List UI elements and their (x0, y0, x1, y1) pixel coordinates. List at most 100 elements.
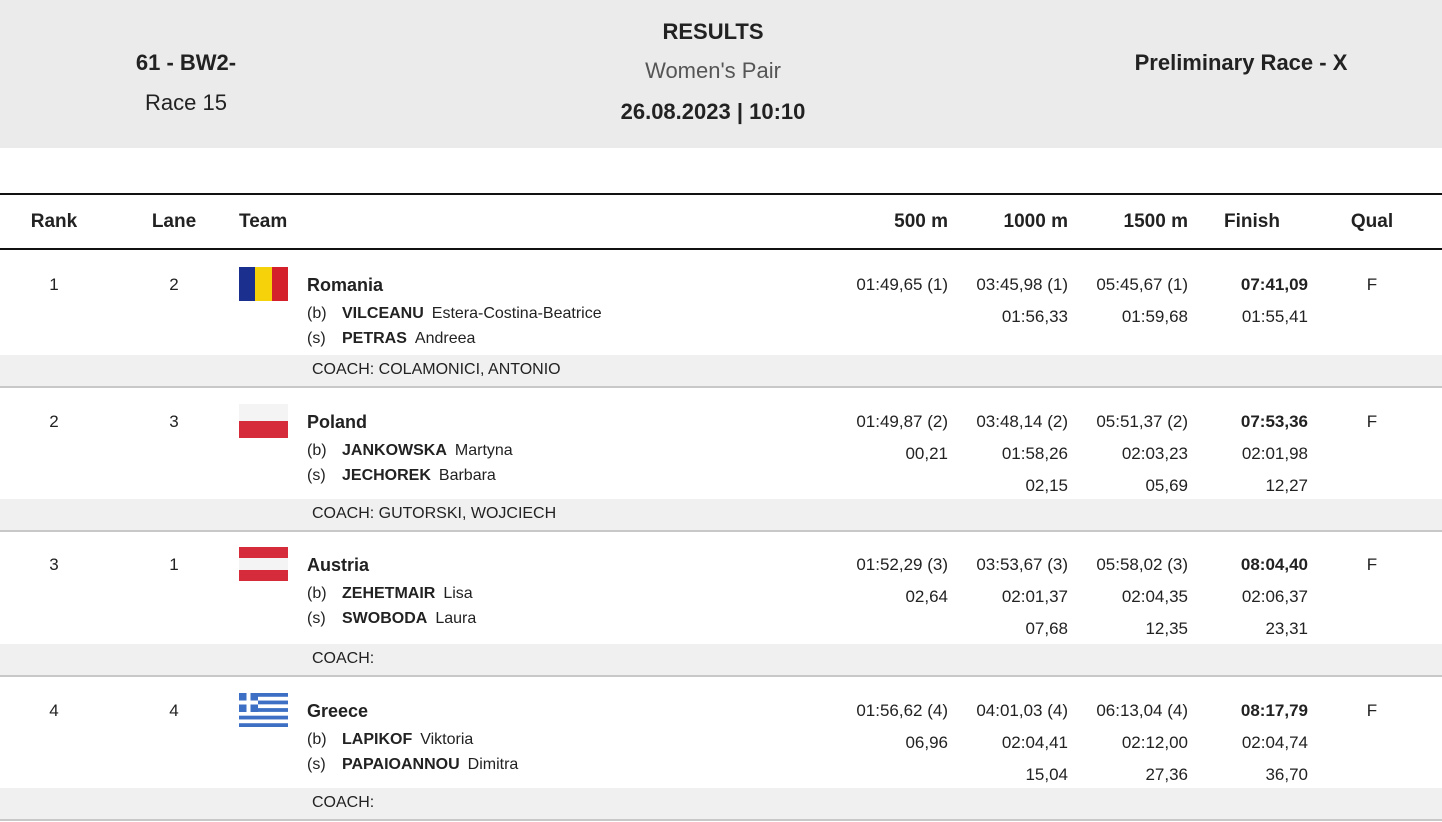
given-name: Dimitra (467, 756, 519, 773)
seat: (b) (307, 305, 327, 322)
column-header: Rank (30, 211, 78, 232)
time: 02:04,74 (1241, 733, 1308, 752)
coach-band: COACH: COLAMONICI, ANTONIO (0, 355, 1442, 388)
surname: ZEHETMAIR (342, 585, 436, 602)
time: 02,15 (1025, 476, 1068, 495)
given-name: Viktoria (420, 731, 474, 748)
time: 06:13,04 (4) (1096, 701, 1188, 720)
column-header: Finish (1224, 211, 1280, 232)
time: 03:45,98 (1) (976, 275, 1068, 294)
flag (239, 404, 288, 438)
coach-band: COACH: (0, 644, 1442, 677)
column-header: Lane (151, 211, 197, 232)
given-name: Laura (435, 610, 477, 627)
surname: LAPIKOF (342, 731, 413, 748)
subtitle: Women's Pair (645, 58, 781, 83)
qual: F (1366, 412, 1378, 431)
time: 08:17,79 (1240, 701, 1308, 720)
time: 27,36 (1145, 765, 1188, 784)
surname: JECHOREK (342, 467, 431, 484)
time: 01:49,65 (1) (856, 275, 948, 294)
time: 05:51,37 (2) (1096, 412, 1188, 431)
given-name: Lisa (443, 585, 473, 602)
time: 02:01,37 (1001, 587, 1068, 606)
time: 02:12,00 (1121, 733, 1188, 752)
given-name: Martyna (454, 442, 513, 459)
time: 02:01,98 (1241, 444, 1308, 463)
column-header: 1500 m (1123, 211, 1188, 232)
time: 02:03,23 (1121, 444, 1188, 463)
time: 02:04,35 (1121, 587, 1188, 606)
seat: (b) (307, 731, 327, 748)
time: 06,96 (905, 733, 948, 752)
surname: PETRAS (342, 330, 407, 347)
phase: Preliminary Race - X (1134, 50, 1348, 75)
time: 00,21 (905, 444, 948, 463)
team-name: Poland (307, 412, 368, 432)
time: 01:56,62 (4) (856, 701, 948, 720)
seat: (s) (307, 467, 326, 484)
coach: COACH: (312, 794, 375, 811)
time: 12,27 (1265, 476, 1308, 495)
coach: COACH: (312, 650, 375, 667)
time: 01:56,33 (1001, 307, 1068, 326)
time: 03:48,14 (2) (976, 412, 1068, 431)
time: 12,35 (1145, 619, 1188, 638)
lane: 1 (169, 555, 179, 574)
time: 01:55,41 (1241, 307, 1308, 326)
flag (239, 693, 288, 727)
seat: (b) (307, 585, 327, 602)
flag-image (239, 267, 288, 301)
lane: 2 (169, 275, 179, 294)
rank: 3 (49, 555, 59, 574)
team-name: Austria (307, 555, 370, 575)
given-name: Estera-Costina-Beatrice (431, 305, 602, 322)
header-rule (0, 248, 1442, 250)
time: 01:59,68 (1121, 307, 1188, 326)
given-name: Barbara (438, 467, 496, 484)
time: 02,64 (905, 587, 948, 606)
time: 07:41,09 (1240, 275, 1308, 294)
time: 15,04 (1025, 765, 1068, 784)
seat: (b) (307, 442, 327, 459)
race: Race 15 (145, 90, 227, 115)
column-header: Qual (1350, 211, 1394, 232)
coach-band: COACH: (0, 788, 1442, 821)
team-name: Romania (307, 275, 384, 295)
coach: COACH: GUTORSKI, WOJCIECH (312, 505, 557, 522)
qual: F (1366, 275, 1378, 294)
flag-image (239, 693, 288, 727)
team-name: Greece (307, 701, 369, 721)
time: 01:49,87 (2) (856, 412, 948, 431)
coach: COACH: COLAMONICI, ANTONIO (312, 361, 561, 378)
lane: 3 (169, 412, 179, 431)
time: 01:52,29 (3) (856, 555, 948, 574)
time: 23,31 (1265, 619, 1308, 638)
time: 02:06,37 (1241, 587, 1308, 606)
title: RESULTS (662, 19, 764, 44)
seat: (s) (307, 330, 326, 347)
surname: PAPAIOANNOU (342, 756, 460, 773)
qual: F (1366, 555, 1378, 574)
time: 05:45,67 (1) (1096, 275, 1188, 294)
time: 01:58,26 (1001, 444, 1068, 463)
header: 61 - BW2- Race 15 RESULTS Women's Pair 2… (0, 0, 1442, 148)
flag (239, 547, 288, 581)
column-header: 500 m (894, 211, 948, 232)
seat: (s) (307, 610, 326, 627)
event: 61 - BW2- (135, 50, 237, 75)
time: 07,68 (1025, 619, 1068, 638)
rank: 4 (49, 701, 59, 720)
flag (239, 267, 288, 301)
surname: JANKOWSKA (342, 442, 447, 459)
datetime: 26.08.2023 | 10:10 (620, 99, 806, 124)
column-header: 1000 m (1003, 211, 1068, 232)
time: 08:04,40 (1240, 555, 1308, 574)
lane: 4 (169, 701, 179, 720)
time: 04:01,03 (4) (976, 701, 1068, 720)
table-top-rule (0, 193, 1442, 195)
flag-image (239, 547, 288, 581)
rank: 1 (49, 275, 59, 294)
rank: 2 (49, 412, 59, 431)
